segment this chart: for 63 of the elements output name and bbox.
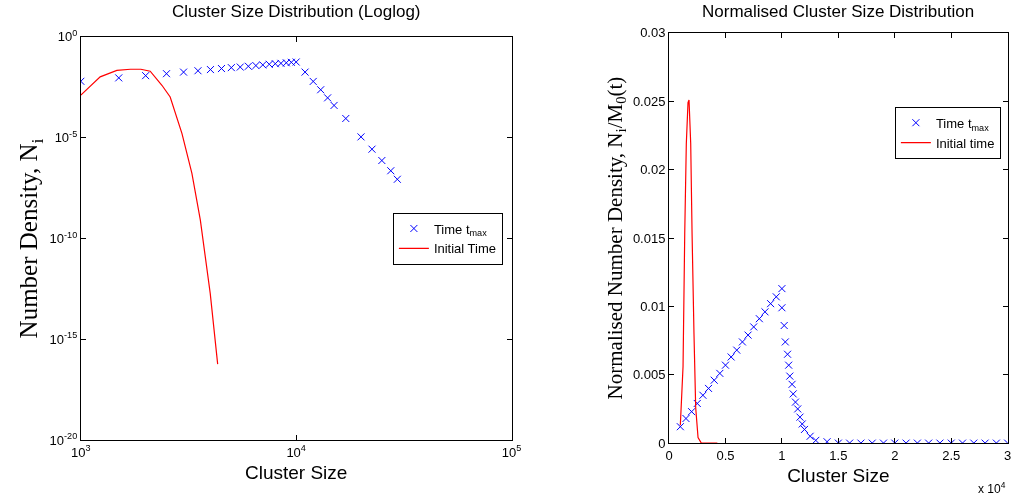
point [755,314,764,323]
y-tick-label: 0.02 [640,162,666,178]
point [783,350,792,359]
point [749,322,758,331]
point [766,299,775,308]
point [793,404,802,413]
point [785,372,794,381]
point [791,398,800,407]
y-tick-label: 10$^{-15}$ [49,330,78,347]
point [806,432,815,441]
y-tick-label: 10$^{-10}$ [49,229,78,247]
point [727,352,736,361]
point [780,321,789,330]
point [781,337,790,346]
point [823,437,832,444]
x-tick-label: 2.5 [942,447,961,463]
point [784,361,793,370]
point [777,303,786,312]
y-tick-label: 10$^{0}$ [57,28,78,45]
legend-label: Initial time [935,135,995,151]
y-tick-label: 10$^{-5}$ [54,128,78,146]
point [772,292,781,301]
x-tick-label: 1 [778,447,786,463]
chart-title: Cluster Size Distribution (Loglog) [172,2,421,21]
x-tick-label: 3 [1004,447,1012,463]
x-tick-label: 10$^{4}$ [286,443,306,460]
point [715,369,724,378]
point [676,422,685,431]
point [687,407,696,416]
point [710,376,719,385]
point [777,284,786,293]
chart-title: Normalised Cluster Size Distribution [702,2,975,21]
point [681,414,690,423]
x-tick-label: 10$^{5}$ [501,443,522,460]
line-series [679,99,718,444]
point [698,391,707,400]
point [704,384,713,393]
y-tick-label: 0.015 [632,230,666,246]
point [721,361,730,370]
x-axis-title: Cluster Size [787,464,890,486]
point [795,413,804,422]
y-tick-label: 0.025 [632,93,666,109]
legend-label: Time t$_{max}$ [433,221,488,239]
point [789,389,798,398]
y-tick-label: 0.01 [640,298,666,314]
point [760,307,769,316]
x-tick-label: 2 [891,447,899,463]
point [693,399,702,408]
text: x 10$^{4}$ [978,480,1006,497]
x-tick-label: 0.5 [716,447,735,463]
point [798,419,807,428]
legend-label: Time t$_{max}$ [935,115,990,133]
point [788,380,797,389]
point [800,425,809,434]
legend-label: Initial Time [433,241,497,257]
y-tick-label: 0.005 [632,367,666,383]
x-axis-title: Cluster Size [244,461,348,483]
point [732,346,741,355]
x-tick-label: 1.5 [829,447,848,463]
point [811,436,820,444]
point [744,331,753,340]
y-tick-label: 0.03 [640,25,666,41]
point [738,337,747,346]
